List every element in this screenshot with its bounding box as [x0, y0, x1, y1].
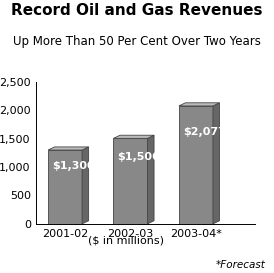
Polygon shape: [213, 103, 219, 224]
Text: $1,300: $1,300: [52, 161, 95, 171]
Text: Record Oil and Gas Revenues: Record Oil and Gas Revenues: [11, 3, 263, 18]
Polygon shape: [48, 147, 89, 150]
Polygon shape: [179, 103, 219, 106]
Text: $1,506: $1,506: [118, 152, 160, 162]
Text: $2,077: $2,077: [183, 127, 226, 137]
Polygon shape: [113, 138, 147, 224]
Polygon shape: [113, 135, 154, 138]
Polygon shape: [48, 150, 82, 224]
Text: Up More Than 50 Per Cent Over Two Years: Up More Than 50 Per Cent Over Two Years: [13, 35, 261, 49]
Polygon shape: [147, 135, 154, 224]
Text: ($ in millions): ($ in millions): [88, 236, 164, 246]
Polygon shape: [82, 147, 89, 224]
Text: *Forecast: *Forecast: [216, 260, 266, 270]
Polygon shape: [179, 106, 213, 224]
